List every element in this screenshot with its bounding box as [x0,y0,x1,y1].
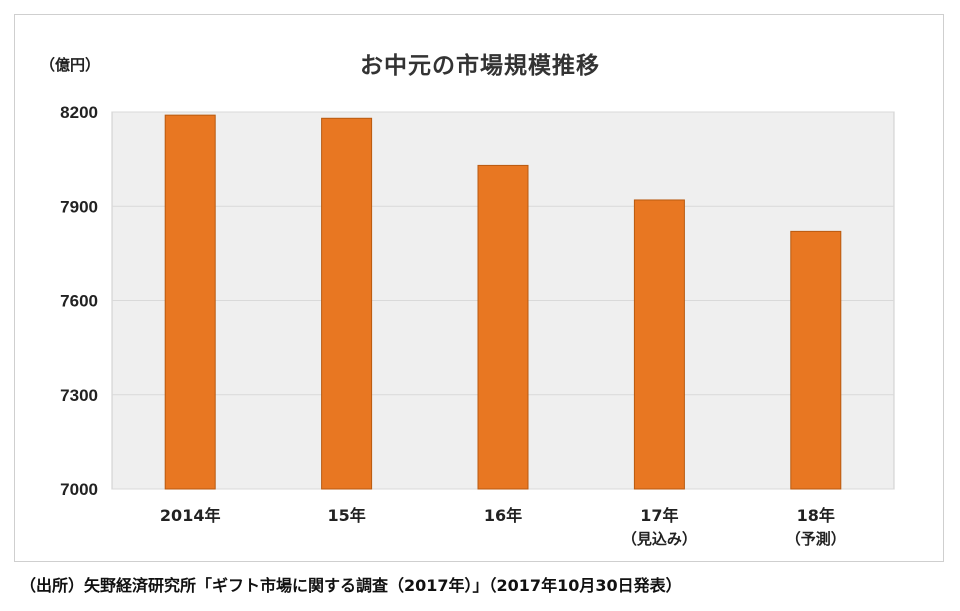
bar [321,117,373,490]
y-tick-label: 7900 [60,197,98,216]
source-note: （出所）矢野経済研究所「ギフト市場に関する調査（2017年）」（2017年10月… [20,576,682,595]
bar [477,164,529,490]
x-tick-label: 16年 [484,506,522,525]
y-tick-label: 8200 [60,103,98,122]
x-tick-label: 18年 [797,506,835,525]
x-tick-label: 2014年 [160,506,221,525]
x-tick-sublabel: （予測） [786,530,846,548]
y-axis-unit-label: （億円） [40,56,101,74]
bar [164,114,216,490]
x-tick-sublabel: （見込み） [622,530,697,548]
y-tick-label: 7000 [60,480,98,499]
x-tick-label: 17年 [640,506,678,525]
y-tick-label: 7600 [60,292,98,311]
bar [790,230,842,490]
bar [633,199,685,490]
y-axis-ticks: 7000 7300 7600 7900 8200 [60,103,98,499]
chart-title: お中元の市場規模推移 [360,53,600,79]
bars [164,114,842,490]
y-tick-label: 7300 [60,386,98,405]
x-axis-labels: 2014年 15年 16年 17年 （見込み） 18年 （予測） [160,506,846,548]
x-tick-label: 15年 [327,506,365,525]
